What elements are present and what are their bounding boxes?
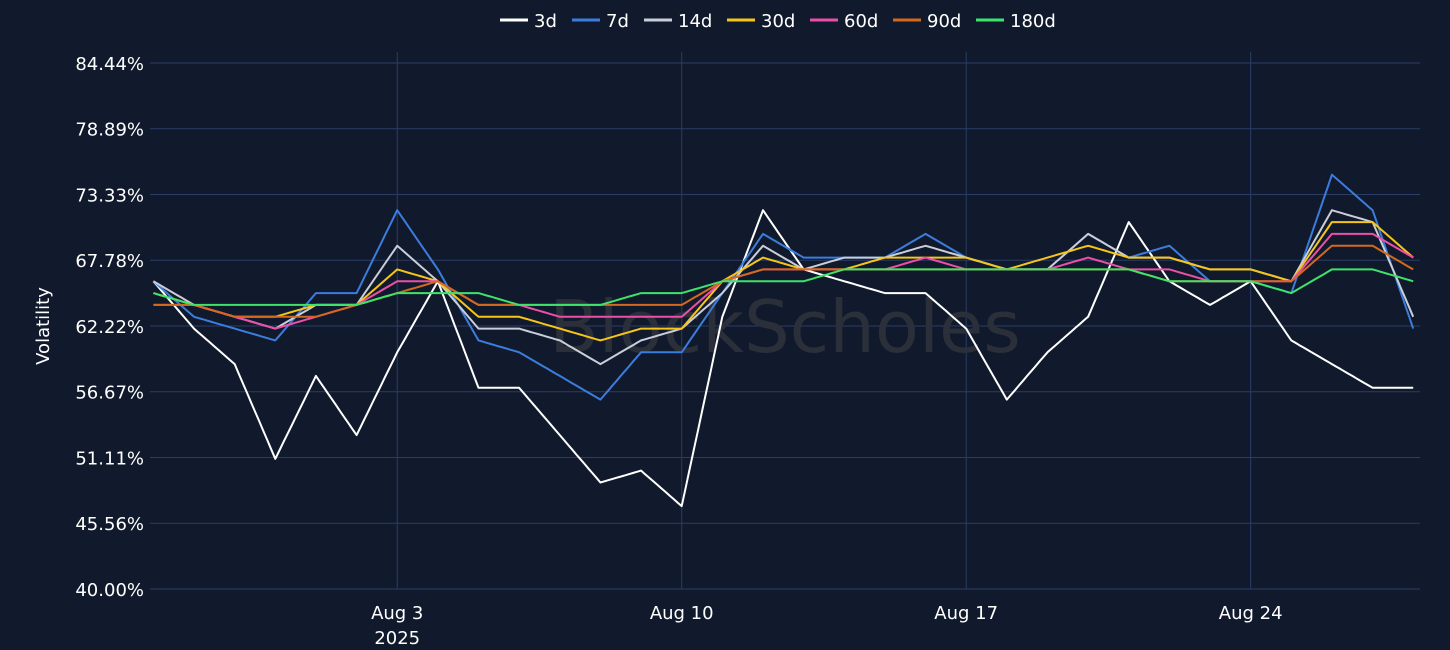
y-tick-label: 73.33% (75, 186, 144, 207)
x-tick-label: Aug 10 (650, 603, 714, 624)
legend-label-30d: 30d (761, 11, 795, 32)
series-group (152, 173, 1415, 508)
x-tick-label: Aug 24 (1219, 603, 1283, 624)
y-tick-label: 78.89% (75, 120, 144, 141)
x-axis-ticks: Aug 3 2025 Aug 10 Aug 17 Aug 24 (371, 603, 1282, 649)
y-tick-label: 56.67% (75, 383, 144, 404)
y-tick-label: 51.11% (75, 449, 144, 470)
series-line-180d (153, 268, 1414, 306)
y-tick-label: 62.22% (75, 317, 144, 338)
legend-label-90d: 90d (927, 11, 961, 32)
watermark: BlockScholes (549, 285, 1021, 369)
y-axis-label: Volatility (33, 287, 54, 365)
series-line-7d (152, 173, 1415, 401)
y-tick-label: 84.44% (75, 54, 144, 75)
series-line-30d (153, 221, 1414, 342)
legend-label-180d: 180d (1010, 11, 1056, 32)
legend: 3d 7d 14d 30d 60d 90d 180d (500, 11, 1056, 32)
x-tick-label: Aug 3 (371, 603, 423, 624)
y-axis-ticks: 40.00% 45.56% 51.11% 56.67% 62.22% 67.78% 73.3… (75, 54, 144, 601)
y-tick-label: 45.56% (75, 514, 144, 535)
legend-label-14d: 14d (678, 11, 712, 32)
y-tick-label: 40.00% (75, 580, 144, 601)
legend-label-60d: 60d (844, 11, 878, 32)
grid (150, 52, 1420, 590)
series-line-3d (152, 209, 1414, 508)
legend-label-7d: 7d (606, 11, 629, 32)
x-tick-sublabel: 2025 (374, 628, 420, 649)
legend-label-3d: 3d (534, 11, 557, 32)
y-tick-label: 67.78% (75, 251, 144, 272)
x-tick-label: Aug 17 (934, 603, 998, 624)
